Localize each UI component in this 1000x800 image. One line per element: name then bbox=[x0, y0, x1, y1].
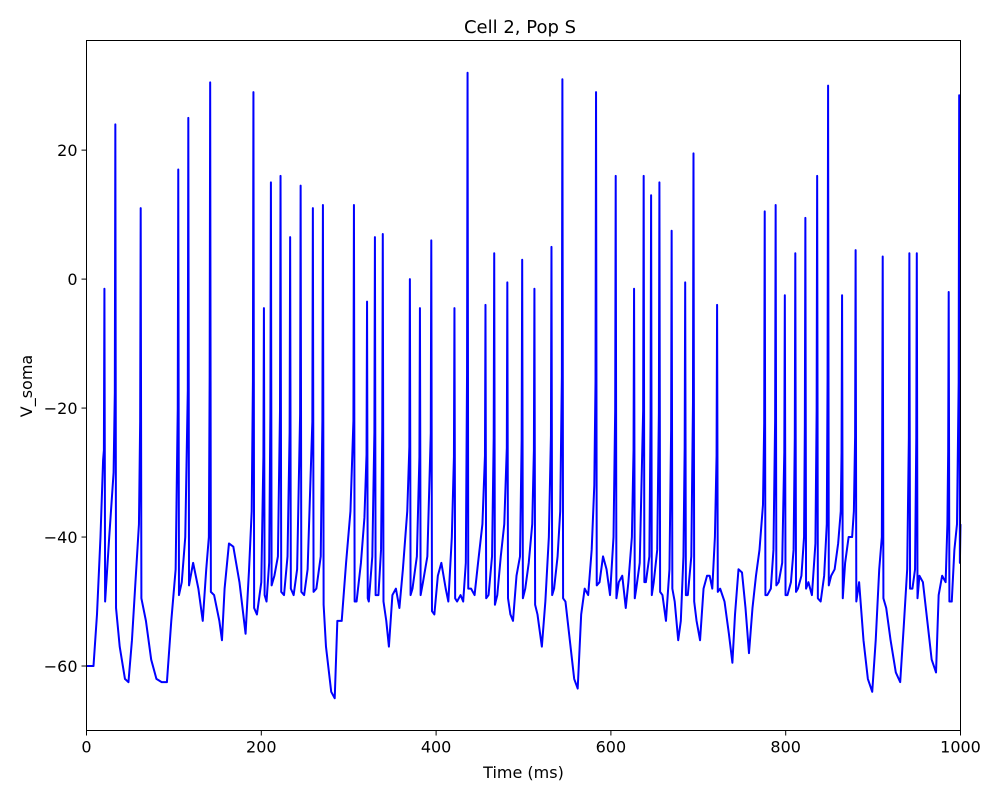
x-tick-label: 1000 bbox=[940, 738, 981, 757]
y-axis-label: V_soma bbox=[17, 355, 37, 417]
x-tick-label: 800 bbox=[770, 738, 801, 757]
x-axis-label: Time (ms) bbox=[482, 763, 564, 782]
y-tick-label: −60 bbox=[44, 657, 78, 676]
y-tick-label: −40 bbox=[44, 528, 78, 547]
y-tick-label: 0 bbox=[67, 270, 77, 289]
y-tick-label: −20 bbox=[44, 399, 78, 418]
y-tick-label: 20 bbox=[57, 141, 77, 160]
chart-title: Cell 2, Pop S bbox=[464, 17, 576, 38]
x-tick-label: 0 bbox=[81, 738, 91, 757]
x-tick-label: 600 bbox=[596, 738, 627, 757]
axis-ticks: 0 200 400 600 800 1000 −60 −40 −20 0 20 bbox=[44, 141, 981, 756]
plot-area bbox=[86, 71, 962, 700]
x-tick-label: 200 bbox=[246, 738, 277, 757]
series-line bbox=[86, 71, 962, 700]
x-tick-label: 400 bbox=[421, 738, 452, 757]
axes-frame bbox=[86, 40, 961, 731]
